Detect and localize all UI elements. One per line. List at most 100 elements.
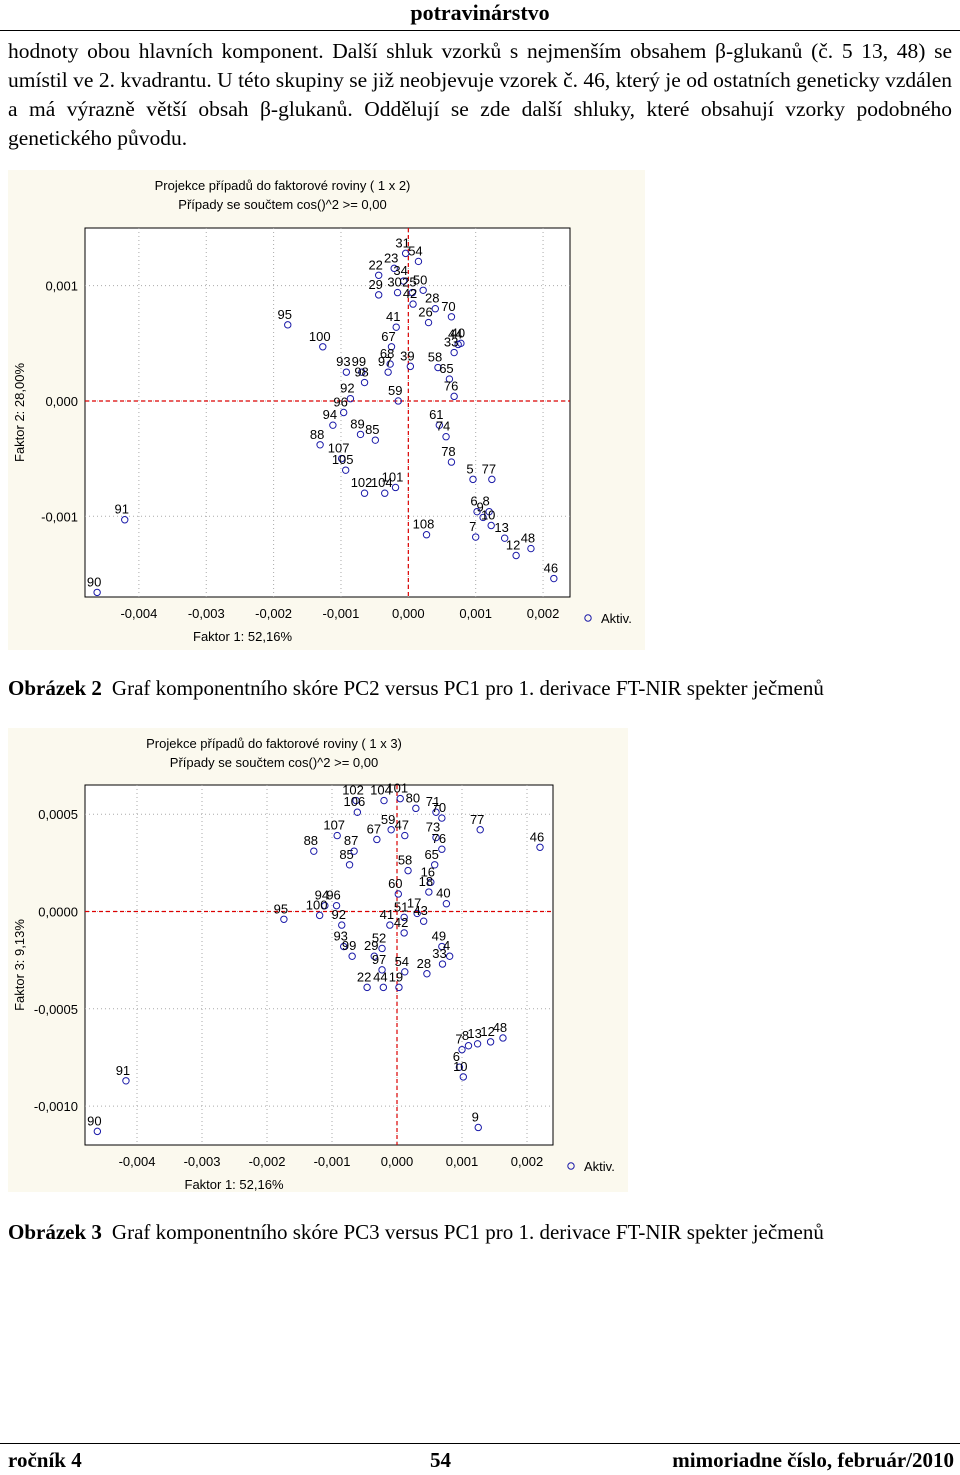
point bbox=[384, 368, 392, 376]
point-label: 106 bbox=[343, 794, 365, 809]
point-label: 71 bbox=[426, 794, 440, 809]
point bbox=[356, 430, 365, 439]
point-label: 59 bbox=[381, 812, 395, 827]
x-tick-label: -0,003 bbox=[188, 606, 225, 621]
point-label: 19 bbox=[389, 969, 403, 984]
point bbox=[399, 277, 408, 285]
point bbox=[550, 574, 558, 583]
point bbox=[447, 313, 456, 321]
point-label: 7 bbox=[469, 519, 476, 534]
point-label: 60 bbox=[388, 876, 402, 891]
point-label: 6 bbox=[470, 494, 477, 509]
point bbox=[358, 368, 366, 376]
point-label: 88 bbox=[310, 427, 324, 442]
point bbox=[423, 970, 431, 978]
point bbox=[431, 305, 439, 313]
point-label: 40 bbox=[451, 325, 465, 340]
point-label: 102 bbox=[351, 475, 373, 490]
point bbox=[479, 513, 487, 522]
point bbox=[464, 1042, 473, 1050]
point bbox=[380, 796, 388, 805]
point-label: 33 bbox=[432, 946, 446, 961]
x-tick-label: 0,002 bbox=[527, 606, 560, 621]
point-label: 107 bbox=[323, 818, 345, 833]
point-label: 7 bbox=[455, 1032, 462, 1047]
point-label: 107 bbox=[328, 441, 350, 456]
point-label: 97 bbox=[372, 952, 386, 967]
point bbox=[346, 394, 355, 403]
point-label: 8 bbox=[462, 1028, 469, 1043]
point-label: 12 bbox=[480, 1024, 494, 1039]
point bbox=[487, 521, 495, 530]
point-label: 54 bbox=[395, 954, 409, 969]
footer-right: mimoriadne číslo, február/2010 bbox=[672, 1448, 954, 1472]
point bbox=[333, 831, 341, 840]
point-label: 99 bbox=[342, 938, 356, 953]
point-label: 50 bbox=[413, 272, 427, 287]
point-label: 41 bbox=[380, 907, 394, 922]
point bbox=[401, 249, 410, 258]
point-label: 12 bbox=[506, 537, 520, 552]
point bbox=[337, 454, 346, 463]
point bbox=[500, 534, 509, 542]
y-tick-label: -0,0005 bbox=[34, 1002, 78, 1017]
point-label: 18 bbox=[419, 874, 433, 889]
point bbox=[391, 483, 400, 492]
point-label: 85 bbox=[365, 422, 379, 437]
footer-rule bbox=[0, 1443, 960, 1444]
x-tick-label: -0,004 bbox=[119, 1154, 156, 1169]
point-label: 88 bbox=[304, 833, 318, 848]
point bbox=[393, 288, 402, 297]
footer-left: ročník 4 bbox=[8, 1448, 82, 1472]
caption-label: Obrázek 3 bbox=[8, 1220, 102, 1244]
point-label: 76 bbox=[432, 831, 446, 846]
point bbox=[315, 911, 324, 920]
point-label: 42 bbox=[403, 286, 417, 301]
legend-marker bbox=[567, 1162, 575, 1170]
point bbox=[438, 814, 446, 822]
point bbox=[425, 888, 433, 896]
point bbox=[413, 909, 421, 918]
y-tick-label: 0,0000 bbox=[38, 904, 78, 919]
point bbox=[406, 362, 415, 371]
point-label: 39 bbox=[400, 348, 414, 363]
point bbox=[387, 826, 395, 834]
chart-title: Projekce případů do faktorové roviny ( 1… bbox=[155, 178, 411, 193]
point-label: 87 bbox=[344, 833, 358, 848]
point bbox=[412, 804, 420, 813]
point bbox=[427, 878, 435, 886]
point-label: 16 bbox=[421, 864, 435, 879]
point bbox=[395, 983, 403, 992]
y-tick-label: -0,001 bbox=[41, 509, 78, 524]
point-label: 29 bbox=[364, 938, 378, 953]
y-tick-label: 0,0005 bbox=[38, 807, 78, 822]
point-label: 44 bbox=[373, 969, 387, 984]
point-label: 29 bbox=[368, 277, 382, 292]
point-label: 101 bbox=[386, 781, 408, 796]
point-label: 104 bbox=[371, 475, 393, 490]
point bbox=[373, 835, 381, 844]
point bbox=[338, 921, 346, 929]
point-label: 77 bbox=[470, 812, 484, 827]
y-tick-label: 0,000 bbox=[45, 394, 78, 409]
point-label: 65 bbox=[424, 847, 438, 862]
legend-marker bbox=[584, 614, 592, 622]
point bbox=[488, 475, 496, 484]
point bbox=[471, 533, 480, 541]
point-label: 90 bbox=[87, 574, 101, 589]
point bbox=[438, 845, 446, 853]
point-label: 67 bbox=[381, 329, 395, 344]
y-axis-label: Faktor 2: 28,00% bbox=[12, 363, 27, 462]
point-label: 85 bbox=[339, 847, 353, 862]
point-label: 94 bbox=[315, 888, 329, 903]
point bbox=[404, 866, 412, 875]
point bbox=[339, 408, 348, 417]
point-label: 95 bbox=[274, 901, 288, 916]
plot-area bbox=[84, 784, 554, 1146]
point bbox=[381, 489, 389, 497]
point-label: 108 bbox=[413, 517, 435, 532]
point bbox=[459, 1073, 467, 1081]
point-label: 9 bbox=[476, 499, 483, 514]
point bbox=[458, 1045, 466, 1054]
